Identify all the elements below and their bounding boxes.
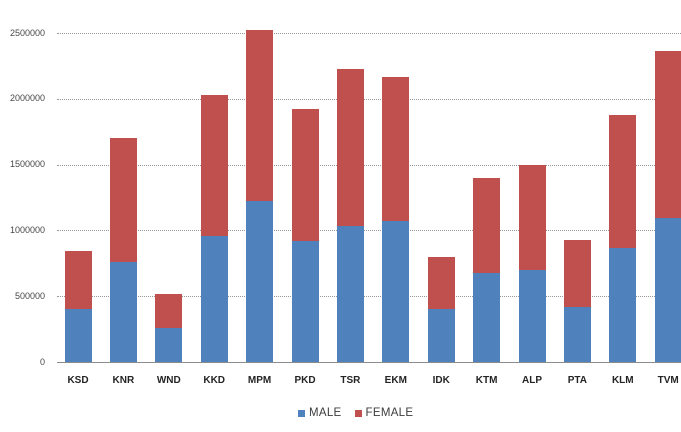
y-axis-tick-label: 2000000 [9,93,45,104]
y-axis-tick-label: 1500000 [9,159,45,170]
y-gridline [57,164,681,166]
bar-segment-male-tvm [654,217,681,362]
x-axis-category-label: IDK [432,375,450,386]
y-axis-tick-label: 0 [39,356,45,367]
bar-segment-male-ksd [64,309,92,362]
legend-swatch-female [354,409,362,417]
legend-label: MALE [309,407,342,419]
x-axis-category-label: PKD [294,375,316,386]
y-axis-tick-label: 1000000 [9,224,45,235]
bar-segment-female-klm [609,115,637,248]
bar-segment-female-pkd [291,108,319,241]
y-gridline [57,33,681,34]
bar-segment-male-alp [518,269,546,362]
y-gridline [57,98,681,100]
x-axis-category-label: KSD [67,375,89,386]
x-axis-category-label: WND [156,375,181,386]
x-axis-category-label: TVM [657,375,679,386]
x-axis-category-label: KLM [611,375,634,386]
x-axis-category-label: EKM [384,375,407,386]
bar-segment-male-ktm [473,272,501,362]
x-axis-category-label: KTM [475,375,498,386]
bar-segment-female-tvm [654,51,681,218]
bar-segment-female-tsr [336,68,364,226]
bar-segment-male-mpm [246,201,274,362]
bar-segment-male-idk [427,309,455,362]
bar-segment-male-wnd [155,328,183,362]
bar-segment-female-wnd [155,293,183,329]
bar-segment-female-kkd [200,94,228,236]
bar-segment-female-alp [518,164,546,270]
bar-segment-male-pkd [291,240,319,362]
x-axis-category-label: ALP [522,375,542,386]
y-gridline [57,230,681,232]
x-axis-category-label: PTA [567,375,588,386]
bar-segment-male-klm [609,247,637,362]
bar-segment-male-tsr [336,225,364,362]
bar-segment-male-kkd [200,235,228,362]
x-axis-category-label: MPM [247,375,272,386]
bar-segment-female-ekm [382,77,410,222]
legend-label: FEMALE [365,407,414,419]
bar-segment-female-knr [109,138,137,262]
legend-swatch-male [298,409,305,417]
bar-segment-female-pta [563,239,591,307]
x-axis-category-label: KNR [112,375,135,386]
y-gridline [57,296,681,298]
bar-segment-female-mpm [246,30,274,202]
legend-item-male: MALE [298,406,342,420]
legend-item-female: FEMALE [354,406,414,420]
x-axis-line [57,362,681,363]
legend: MALE FEMALE [298,406,413,420]
bar-segment-female-ktm [473,178,501,273]
bar-segment-male-knr [109,261,137,362]
bar-segment-male-ekm [382,221,410,362]
y-axis-tick-label: 500000 [14,290,45,301]
bar-segment-female-ksd [64,250,92,310]
y-axis-tick-label: 2500000 [9,27,45,38]
bar-segment-male-pta [563,306,591,362]
bar-segment-female-idk [427,256,455,310]
x-axis-category-label: KKD [203,375,226,386]
x-axis-category-label: TSR [340,375,361,386]
